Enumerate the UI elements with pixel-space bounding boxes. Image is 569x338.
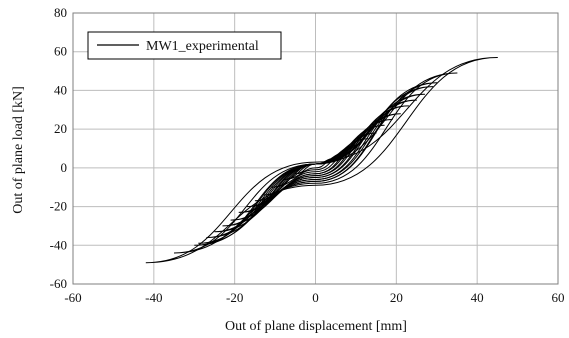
y-tick-label: 40 (54, 82, 67, 97)
y-tick-label: 60 (54, 44, 67, 59)
x-tick-label: 40 (471, 290, 484, 305)
y-tick-label: 0 (61, 160, 68, 175)
x-tick-label: -60 (64, 290, 81, 305)
x-tick-label: 20 (390, 290, 403, 305)
legend-entry-label: MW1_experimental (146, 39, 259, 54)
plot-series-group (145, 57, 498, 264)
legend: MW1_experimental (87, 31, 282, 60)
y-tick-labels: -60 -40 -20 0 20 40 60 80 (50, 5, 67, 291)
x-axis-title: Out of plane displacement [mm] (225, 319, 407, 334)
y-tick-label: 20 (54, 121, 67, 136)
grid-lines (72, 12, 559, 285)
x-tick-label: 0 (312, 290, 319, 305)
y-tick-label: 80 (54, 5, 67, 20)
hysteresis-loop (194, 82, 438, 246)
x-tick-labels: -60 -40 -20 0 20 40 60 (64, 290, 564, 305)
y-tick-label: -40 (50, 237, 67, 252)
plot-area-border (72, 12, 559, 285)
x-tick-label: -20 (226, 290, 243, 305)
x-tick-label: 60 (552, 290, 565, 305)
hysteresis-loop (145, 57, 498, 264)
axes (72, 12, 559, 285)
y-tick-label: -60 (50, 276, 67, 291)
x-tick-label: -40 (145, 290, 162, 305)
y-axis-title: Out of plane load [kN] (11, 86, 26, 214)
y-tick-label: -20 (50, 199, 67, 214)
hysteresis-loop (173, 72, 458, 254)
